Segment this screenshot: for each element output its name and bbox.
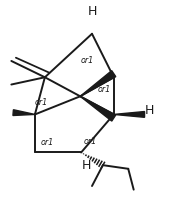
Polygon shape (13, 110, 35, 116)
Polygon shape (80, 96, 116, 121)
Text: or1: or1 (41, 138, 54, 147)
Polygon shape (114, 112, 145, 117)
Text: H: H (82, 159, 91, 172)
Polygon shape (80, 71, 116, 96)
Text: H: H (88, 5, 98, 18)
Text: or1: or1 (35, 98, 48, 107)
Text: or1: or1 (81, 56, 94, 65)
Text: H: H (145, 104, 154, 117)
Text: or1: or1 (97, 85, 110, 93)
Text: or1: or1 (84, 137, 97, 146)
